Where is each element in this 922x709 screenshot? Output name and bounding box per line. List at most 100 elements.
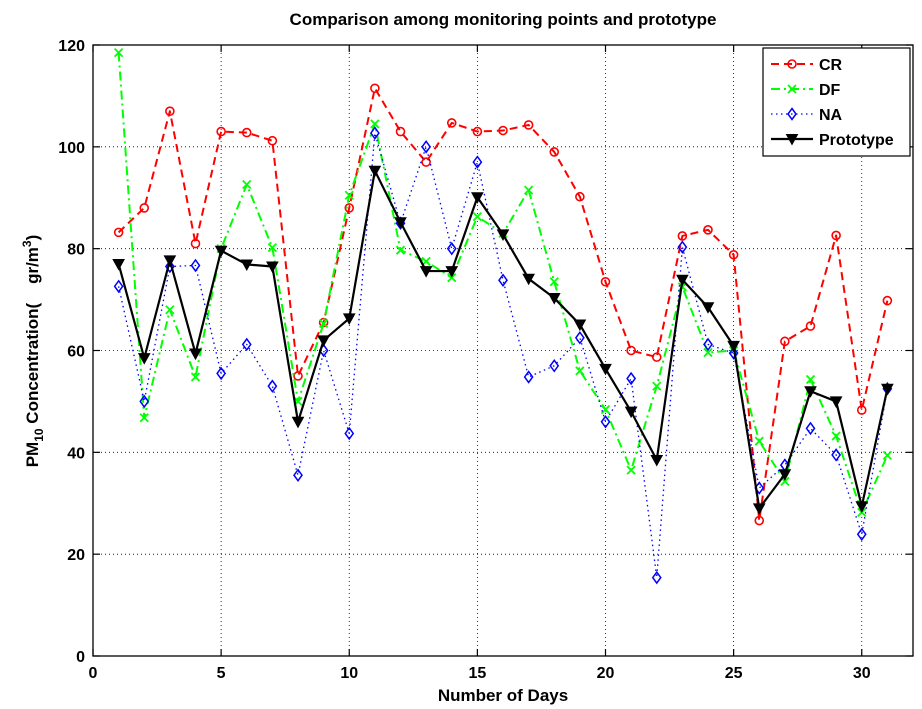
point-cr-day-28 [805, 321, 816, 331]
series-prototype [112, 165, 894, 515]
point-df-day-20 [600, 404, 611, 415]
point-na-day-25 [728, 346, 739, 360]
point-na-day-16 [498, 273, 508, 288]
point-prototype-day-4 [189, 348, 202, 361]
point-cr-day-12 [395, 126, 406, 137]
point-prototype-day-2 [137, 353, 151, 365]
legend-marker-prototype [785, 134, 799, 146]
point-prototype-day-7 [266, 261, 279, 274]
point-na-day-7 [267, 379, 278, 393]
point-df-day-10 [344, 190, 354, 200]
point-na-day-15 [472, 155, 483, 169]
point-df-day-7 [267, 243, 278, 253]
point-df-day-31 [882, 450, 893, 461]
legend-marker-df [787, 84, 797, 94]
point-cr-day-24 [703, 225, 713, 235]
point-df-day-6 [242, 179, 252, 190]
legend-item-prototype: Prototype [771, 132, 894, 149]
y-axis-label-subscript: 10 [32, 428, 46, 442]
point-df-day-9 [318, 318, 329, 329]
point-na-day-19 [574, 330, 585, 345]
point-prototype-day-31 [881, 383, 894, 396]
point-prototype-day-3 [163, 255, 177, 267]
point-cr-day-1 [113, 227, 124, 238]
point-df-day-11 [370, 119, 380, 129]
point-prototype-day-28 [804, 386, 817, 398]
point-prototype-day-5 [214, 245, 228, 258]
point-prototype-day-25 [727, 340, 740, 353]
point-na-day-2 [139, 394, 150, 409]
point-na-day-23 [677, 240, 688, 254]
point-prototype-day-26 [752, 503, 766, 515]
x-tick-label-15: 15 [468, 665, 486, 682]
point-cr-day-7 [267, 135, 278, 146]
gridlines [93, 45, 913, 656]
legend-label-na: NA [819, 107, 843, 124]
y-tick-label-20: 20 [67, 547, 85, 564]
chart-title: Comparison among monitoring points and p… [290, 10, 717, 29]
y-tick-label-100: 100 [58, 140, 85, 157]
point-prototype-day-18 [547, 293, 561, 305]
y-axis-label-suffix: ) [23, 235, 42, 241]
point-cr-day-15 [472, 126, 483, 137]
x-tick-label-20: 20 [597, 665, 615, 682]
point-cr-day-11 [370, 83, 380, 94]
point-df-day-22 [652, 381, 662, 391]
point-prototype-day-19 [573, 319, 587, 332]
y-tick-label-0: 0 [76, 649, 85, 666]
point-prototype-day-14 [445, 266, 459, 278]
y-axis-label-superscript: 3 [20, 240, 34, 247]
point-cr-day-8 [293, 371, 303, 381]
point-na-day-5 [216, 366, 227, 381]
point-df-day-12 [395, 245, 406, 255]
point-na-day-17 [523, 370, 534, 384]
point-prototype-day-22 [650, 454, 664, 467]
point-df-day-4 [190, 372, 201, 382]
y-axis-label-middle: Concentration( [23, 302, 42, 428]
point-df-day-3 [165, 305, 175, 315]
point-cr-day-30 [856, 405, 867, 415]
x-tick-label-10: 10 [340, 665, 358, 682]
x-tick-label-0: 0 [89, 665, 98, 682]
point-df-day-14 [447, 273, 457, 283]
point-df-day-18 [549, 277, 559, 287]
point-df-day-26 [754, 436, 764, 446]
point-cr-day-18 [549, 147, 560, 157]
point-df-day-21 [626, 465, 636, 475]
point-cr-day-10 [344, 203, 355, 213]
legend-label-cr: CR [819, 57, 843, 74]
y-axis-label-prefix: PM [23, 442, 42, 468]
legend-marker-na [787, 107, 797, 121]
series-line-na [117, 132, 889, 579]
point-prototype-day-29 [829, 396, 843, 408]
y-tick-label-40: 40 [67, 445, 85, 462]
y-axis-label: PM10 Concentration( gr/m3) [20, 235, 46, 468]
point-cr-day-25 [728, 249, 739, 260]
series-layer [112, 48, 894, 585]
y-tick-label-80: 80 [67, 242, 85, 259]
legend-item-cr: CR [771, 57, 843, 74]
point-prototype-day-13 [419, 266, 433, 278]
point-na-day-24 [703, 337, 713, 352]
point-df-day-1 [113, 48, 124, 58]
legend-marker-cr [787, 59, 797, 69]
point-cr-day-17 [523, 120, 534, 130]
point-df-day-29 [831, 431, 841, 441]
point-prototype-day-6 [240, 259, 254, 271]
point-prototype-day-24 [701, 302, 715, 314]
point-prototype-day-10 [342, 313, 356, 325]
point-na-day-30 [856, 527, 867, 542]
y-tick-label-60: 60 [67, 344, 85, 361]
point-na-day-22 [651, 570, 662, 585]
point-cr-day-27 [780, 336, 790, 347]
point-prototype-day-27 [778, 469, 792, 481]
legend-label-df: DF [819, 82, 841, 99]
point-na-day-3 [164, 259, 175, 274]
point-cr-day-19 [575, 191, 585, 202]
point-df-day-2 [139, 413, 149, 423]
x-axis-label: Number of Days [438, 686, 568, 705]
point-cr-day-21 [626, 345, 636, 356]
point-df-day-24 [703, 347, 713, 358]
legend-item-df: DF [771, 82, 841, 99]
point-na-day-20 [600, 415, 611, 429]
